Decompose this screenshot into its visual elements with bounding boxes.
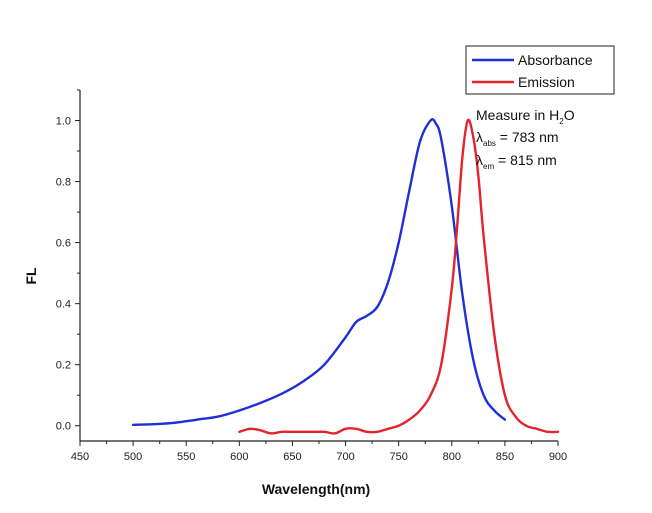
- annotation-abs-max: λabs = 783 nm: [476, 129, 559, 148]
- y-tick-label: 0.4: [56, 299, 71, 311]
- emission-line: [238, 118, 560, 435]
- legend-box: [465, 45, 615, 95]
- x-tick-label: 700: [336, 451, 354, 463]
- x-tick-label: 800: [443, 451, 461, 463]
- legend-label-absorbance: Absorbance: [518, 52, 593, 68]
- x-tick-label: 450: [71, 451, 89, 463]
- legend: Absorbance Emission: [465, 45, 615, 95]
- x-axis-title: Wavelength(nm): [262, 481, 370, 497]
- annotation-medium: Measure in H2O: [476, 107, 575, 126]
- x-tick-label: 750: [389, 451, 407, 463]
- x-tick-label: 650: [283, 451, 301, 463]
- annotations: Measure in H2O λabs = 783 nm λem = 815 n…: [476, 107, 575, 171]
- x-tick-label: 500: [124, 451, 142, 463]
- y-tick-label: 1.0: [56, 116, 71, 128]
- annotation-em-max: λem = 815 nm: [476, 152, 557, 171]
- absorbance-line: [131, 118, 507, 427]
- plot-lines: [131, 118, 560, 435]
- x-tick-label: 550: [177, 451, 195, 463]
- y-tick-label: 0.2: [56, 360, 71, 372]
- legend-label-emission: Emission: [518, 74, 575, 90]
- x-tick-label: 850: [496, 451, 514, 463]
- y-tick-label: 0.6: [56, 238, 71, 250]
- x-tick-label: 900: [549, 451, 567, 463]
- y-tick-label: 0.8: [56, 177, 71, 189]
- y-axis-title: FL: [23, 267, 39, 285]
- y-tick-label: 0.0: [56, 421, 71, 433]
- x-tick-label: 600: [230, 451, 248, 463]
- ticks: 450 500 550 600 650 700 750 800 850 900 0.0 0.2 0.4 0…: [56, 89, 567, 463]
